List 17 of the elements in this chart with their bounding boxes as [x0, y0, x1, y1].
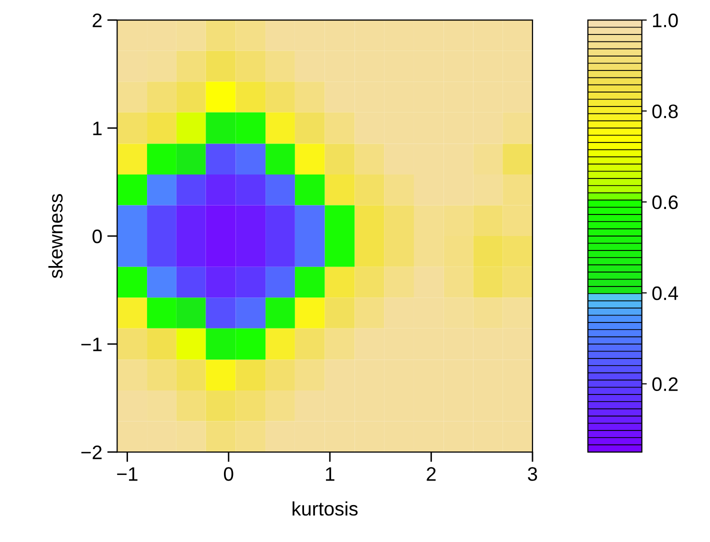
color-bar-label: 0.2: [652, 377, 678, 392]
y-axis-title: skewness: [48, 194, 63, 278]
color-bar-label: 0.6: [652, 195, 678, 210]
x-tick-label: 0: [224, 467, 234, 481]
x-axis-title: kurtosis: [292, 501, 358, 516]
y-tick-label: 1: [93, 122, 102, 136]
x-tick-label: 3: [528, 467, 538, 481]
x-tick-label: 2: [426, 467, 436, 481]
color-bar-label: 0.8: [652, 104, 678, 118]
y-tick-label: −2: [81, 445, 102, 460]
x-tick-label: −1: [117, 467, 138, 481]
x-tick-label: 1: [326, 467, 334, 481]
color-bar-label: 0.4: [652, 286, 678, 300]
color-bar-label: 1.0: [653, 14, 678, 28]
y-tick-label: 0: [92, 230, 102, 244]
y-tick-label: 2: [92, 14, 102, 28]
y-tick-label: −1: [81, 338, 102, 352]
